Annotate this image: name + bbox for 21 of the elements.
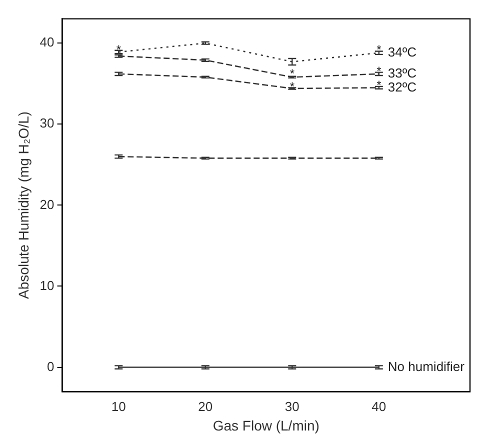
- annotation: *: [290, 66, 295, 81]
- annotation: *: [376, 64, 382, 78]
- y-tick-label: 40: [40, 34, 54, 50]
- y-tick-label: 10: [40, 278, 54, 293]
- annotation: *: [376, 78, 382, 92]
- annotation: *: [290, 80, 295, 94]
- series-label: 34ºC: [388, 44, 417, 60]
- x-axis-title: Gas Flow (L/min): [212, 417, 320, 434]
- annotation: *: [116, 42, 122, 56]
- y-tick-label: 30: [40, 116, 54, 131]
- x-tick-label: 30: [284, 398, 300, 414]
- x-tick-label: 20: [198, 398, 213, 414]
- series-label: No humidifier: [388, 358, 466, 374]
- series-label: 32ºC: [388, 79, 417, 94]
- x-tick-label: 10: [111, 398, 126, 414]
- x-tick-label: 40: [372, 398, 386, 414]
- y-tick-label: 20: [40, 196, 54, 212]
- y-tick-label: 0: [47, 358, 54, 374]
- series-label: 33ºC: [388, 65, 417, 80]
- y-axis-title: Absolute Humidity (mg H₂O/L): [15, 111, 32, 299]
- annotation: *: [376, 42, 382, 56]
